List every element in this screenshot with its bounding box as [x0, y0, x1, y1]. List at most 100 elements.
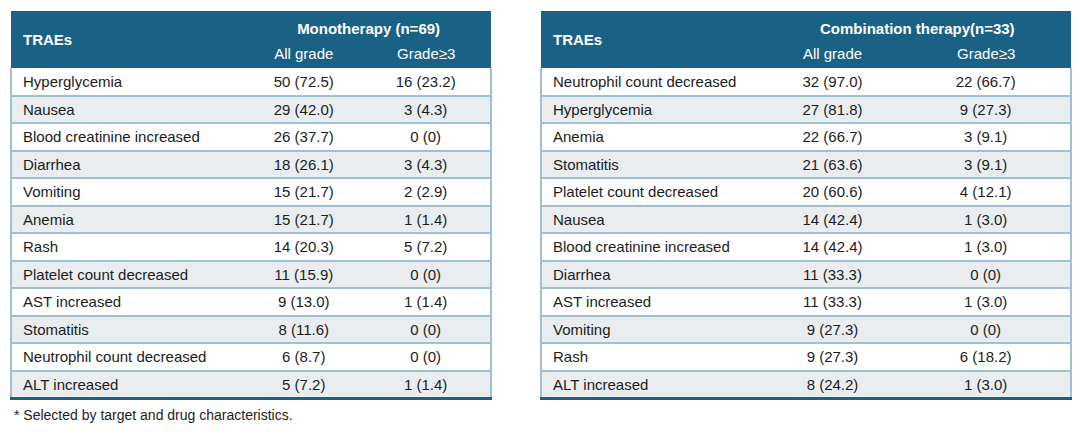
all-grade-value: 50 (72.5)	[246, 68, 361, 96]
trae-name: ALT increased	[541, 371, 764, 399]
grade3-value: 3 (9.1)	[901, 151, 1071, 179]
table-row: ALT increased5 (7.2)1 (1.4)	[11, 371, 491, 399]
monotherapy-traes-table: TRAEs Monotherapy (n=69) All grade Grade…	[10, 11, 492, 400]
grade3-value: 2 (2.9)	[361, 178, 491, 206]
grade3-value: 9 (27.3)	[901, 96, 1071, 124]
grade3-value: 6 (18.2)	[901, 343, 1071, 371]
monotherapy-group-header: Monotherapy (n=69)	[246, 11, 491, 39]
grade3-column-header: Grade≥3	[361, 39, 491, 68]
grade3-value: 3 (4.3)	[361, 151, 491, 179]
table-row: Rash14 (20.3)5 (7.2)	[11, 233, 491, 261]
all-grade-value: 8 (11.6)	[246, 316, 361, 344]
table-row: Nausea14 (42.4)1 (3.0)	[541, 206, 1071, 234]
trae-name: Anemia	[541, 123, 764, 151]
all-grade-value: 18 (26.1)	[246, 151, 361, 179]
table-row: AST increased9 (13.0)1 (1.4)	[11, 288, 491, 316]
all-grade-value: 15 (21.7)	[246, 178, 361, 206]
trae-name: Nausea	[11, 96, 246, 124]
table-row: Diarrhea11 (33.3)0 (0)	[541, 261, 1071, 289]
grade3-value: 3 (9.1)	[901, 123, 1071, 151]
grade3-value: 4 (12.1)	[901, 178, 1071, 206]
trae-name: Platelet count decreased	[541, 178, 764, 206]
traes-column-header: TRAEs	[541, 11, 764, 68]
combination-table-header: TRAEs Combination therapy(n=33) All grad…	[541, 11, 1071, 68]
trae-name: Diarrhea	[541, 261, 764, 289]
trae-name: Anemia	[11, 206, 246, 234]
trae-name: AST increased	[541, 288, 764, 316]
grade3-value: 0 (0)	[901, 316, 1071, 344]
trae-name: AST increased	[11, 288, 246, 316]
trae-name: Platelet count decreased	[11, 261, 246, 289]
grade3-value: 1 (3.0)	[901, 371, 1071, 399]
figure-canvas: TRAEs Monotherapy (n=69) All grade Grade…	[0, 0, 1080, 437]
grade3-column-header: Grade≥3	[901, 39, 1071, 68]
trae-name: Blood creatinine increased	[11, 123, 246, 151]
combination-traes-table: TRAEs Combination therapy(n=33) All grad…	[540, 11, 1072, 400]
table-row: Vomiting9 (27.3)0 (0)	[541, 316, 1071, 344]
all-grade-column-header: All grade	[764, 39, 902, 68]
trae-name: Diarrhea	[11, 151, 246, 179]
all-grade-value: 8 (24.2)	[764, 371, 902, 399]
grade3-value: 0 (0)	[901, 261, 1071, 289]
table-row: Anemia22 (66.7)3 (9.1)	[541, 123, 1071, 151]
all-grade-value: 22 (66.7)	[764, 123, 902, 151]
all-grade-value: 11 (15.9)	[246, 261, 361, 289]
all-grade-value: 14 (20.3)	[246, 233, 361, 261]
trae-name: Hyperglycemia	[11, 68, 246, 96]
all-grade-value: 14 (42.4)	[764, 233, 902, 261]
table-row: Vomiting15 (21.7)2 (2.9)	[11, 178, 491, 206]
table-row: Nausea29 (42.0)3 (4.3)	[11, 96, 491, 124]
all-grade-value: 15 (21.7)	[246, 206, 361, 234]
trae-name: Neutrophil count decreased	[11, 343, 246, 371]
all-grade-value: 9 (13.0)	[246, 288, 361, 316]
grade3-value: 22 (66.7)	[901, 68, 1071, 96]
trae-name: Hyperglycemia	[541, 96, 764, 124]
grade3-value: 1 (1.4)	[361, 288, 491, 316]
trae-name: Vomiting	[541, 316, 764, 344]
monotherapy-table-body: Hyperglycemia50 (72.5)16 (23.2)Nausea29 …	[11, 68, 491, 398]
all-grade-value: 27 (81.8)	[764, 96, 902, 124]
table-row: Neutrophil count decreased6 (8.7)0 (0)	[11, 343, 491, 371]
trae-name: Rash	[541, 343, 764, 371]
monotherapy-table: TRAEs Monotherapy (n=69) All grade Grade…	[10, 11, 492, 400]
all-grade-value: 6 (8.7)	[246, 343, 361, 371]
grade3-value: 0 (0)	[361, 261, 491, 289]
table-row: Anemia15 (21.7)1 (1.4)	[11, 206, 491, 234]
table-row: Hyperglycemia50 (72.5)16 (23.2)	[11, 68, 491, 96]
table-row: Platelet count decreased11 (15.9)0 (0)	[11, 261, 491, 289]
table-row: Blood creatinine increased26 (37.7)0 (0)	[11, 123, 491, 151]
grade3-value: 5 (7.2)	[361, 233, 491, 261]
traes-column-header: TRAEs	[11, 11, 246, 68]
all-grade-value: 9 (27.3)	[764, 343, 902, 371]
trae-name: Rash	[11, 233, 246, 261]
table-row: Rash9 (27.3)6 (18.2)	[541, 343, 1071, 371]
trae-name: Stomatitis	[11, 316, 246, 344]
all-grade-value: 9 (27.3)	[764, 316, 902, 344]
all-grade-value: 11 (33.3)	[764, 261, 902, 289]
table-row: Platelet count decreased20 (60.6)4 (12.1…	[541, 178, 1071, 206]
all-grade-column-header: All grade	[246, 39, 361, 68]
footnote: * Selected by target and drug characteri…	[14, 407, 293, 423]
grade3-value: 1 (1.4)	[361, 206, 491, 234]
table-row: AST increased11 (33.3)1 (3.0)	[541, 288, 1071, 316]
all-grade-value: 11 (33.3)	[764, 288, 902, 316]
trae-name: ALT increased	[11, 371, 246, 399]
grade3-value: 1 (3.0)	[901, 233, 1071, 261]
table-row: Blood creatinine increased14 (42.4)1 (3.…	[541, 233, 1071, 261]
monotherapy-table-header: TRAEs Monotherapy (n=69) All grade Grade…	[11, 11, 491, 68]
grade3-value: 0 (0)	[361, 343, 491, 371]
table-row: Stomatitis21 (63.6)3 (9.1)	[541, 151, 1071, 179]
all-grade-value: 26 (37.7)	[246, 123, 361, 151]
trae-name: Neutrophil count decreased	[541, 68, 764, 96]
grade3-value: 1 (3.0)	[901, 206, 1071, 234]
combination-group-header: Combination therapy(n=33)	[764, 11, 1071, 39]
grade3-value: 1 (3.0)	[901, 288, 1071, 316]
grade3-value: 16 (23.2)	[361, 68, 491, 96]
grade3-value: 3 (4.3)	[361, 96, 491, 124]
all-grade-value: 32 (97.0)	[764, 68, 902, 96]
trae-name: Nausea	[541, 206, 764, 234]
all-grade-value: 14 (42.4)	[764, 206, 902, 234]
combination-table: TRAEs Combination therapy(n=33) All grad…	[540, 11, 1072, 400]
grade3-value: 0 (0)	[361, 123, 491, 151]
combination-table-body: Neutrophil count decreased32 (97.0)22 (6…	[541, 68, 1071, 398]
